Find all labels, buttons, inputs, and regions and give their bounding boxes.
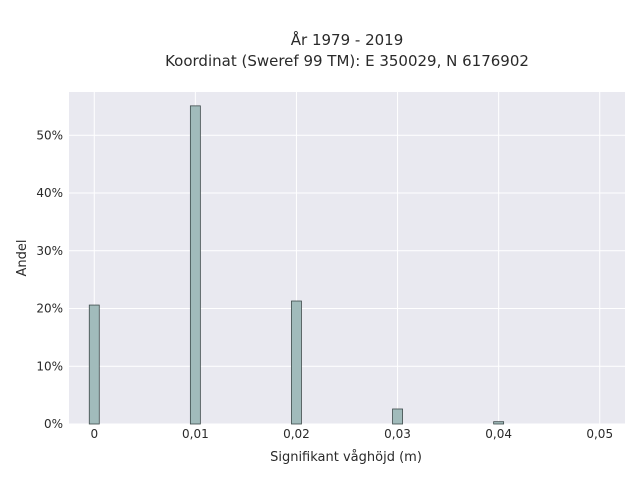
x-tick-label: 0 — [90, 427, 98, 441]
histogram-bar — [291, 300, 302, 425]
histogram-bar — [88, 304, 100, 425]
plot-area — [69, 92, 625, 424]
y-tick-label: 50% — [36, 128, 63, 142]
y-axis-label: Andel — [15, 240, 30, 277]
x-axis-ticks: 0 0,01 0,02 0,03 0,04 0,05 — [90, 427, 613, 441]
y-tick-label: 40% — [36, 186, 63, 200]
chart-title-line-2: Koordinat (Sweref 99 TM): E 350029, N 61… — [165, 52, 529, 70]
histogram-bar — [493, 421, 505, 425]
y-axis-ticks: 0% 10% 20% 30% 40% 50% — [36, 128, 63, 431]
chart-title-line-1: År 1979 - 2019 — [291, 30, 404, 49]
y-tick-label: 10% — [36, 359, 63, 373]
histogram-bar — [392, 408, 403, 425]
histogram-bar — [189, 105, 201, 425]
y-tick-label: 0% — [44, 417, 63, 431]
bars — [88, 105, 505, 425]
x-tick-label: 0,03 — [384, 427, 411, 441]
x-axis-label: Signifikant våghöjd (m) — [270, 450, 422, 465]
y-tick-label: 20% — [36, 302, 63, 316]
x-tick-label: 0,02 — [283, 427, 310, 441]
x-tick-label: 0,05 — [586, 427, 613, 441]
x-tick-label: 0,04 — [485, 427, 512, 441]
grid-lines — [69, 92, 625, 425]
x-tick-label: 0,01 — [182, 427, 209, 441]
y-tick-label: 30% — [36, 244, 63, 258]
